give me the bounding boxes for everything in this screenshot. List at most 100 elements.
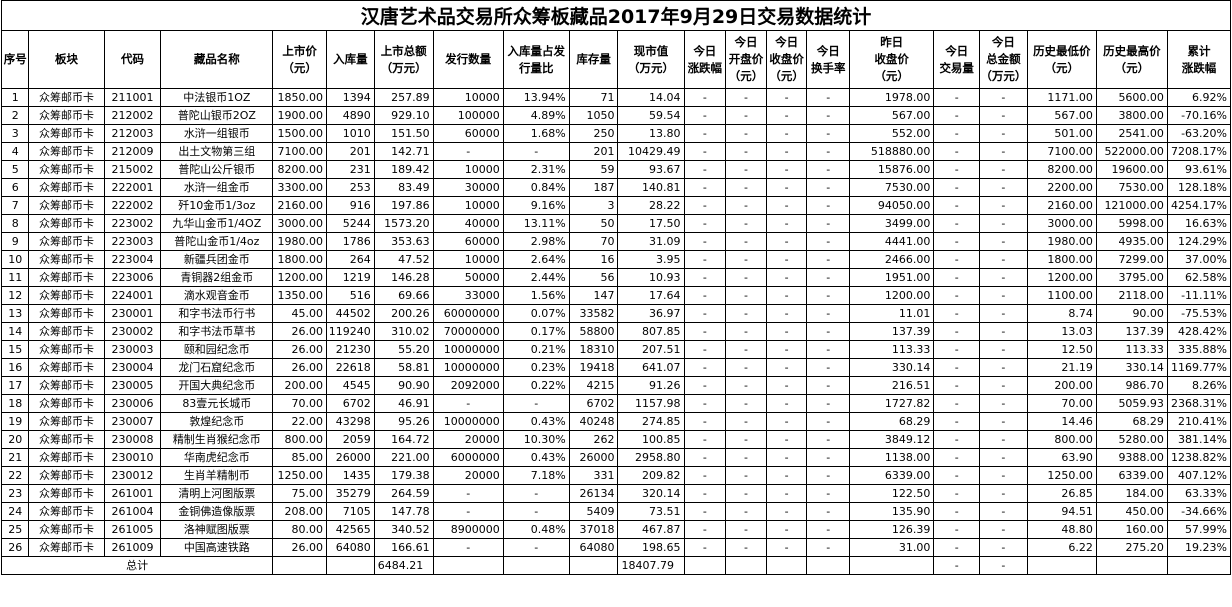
col-index-cell: 11 — [0, 268, 30, 287]
col-hist-high-cell: 3795.00 — [1095, 268, 1168, 287]
col-sector-header: 板块 — [28, 30, 105, 89]
col-amount-today-cell: - — [979, 448, 1028, 467]
col-list-total-cell: 164.72 — [373, 430, 434, 449]
col-sector-cell: 众筹邮币卡 — [28, 322, 105, 341]
col-close-yesterday-cell: 1200.00 — [849, 286, 935, 305]
col-list-price-cell: 1900.00 — [272, 106, 327, 125]
col-market-value-cell: 93.67 — [617, 160, 685, 179]
col-close-today-cell: - — [765, 124, 808, 143]
col-stock-ratio-cell: 13.94% — [502, 88, 570, 107]
col-code-cell: 230003 — [103, 340, 162, 359]
col-turnover-today-cell: - — [806, 520, 851, 539]
col-code-cell: 230010 — [103, 448, 162, 467]
col-amount-today-cell: - — [979, 376, 1028, 395]
col-close-today-cell: - — [765, 142, 808, 161]
col-amount-today-cell: - — [979, 178, 1028, 197]
col-list-price-cell: 1250.00 — [272, 466, 327, 485]
col-open-today-cell: - — [725, 412, 767, 431]
col-open-today-cell: - — [725, 322, 767, 341]
col-inventory-cell: 331 — [568, 466, 619, 485]
col-hist-low-cell: 94.51 — [1026, 502, 1097, 521]
col-index-cell: 26 — [0, 538, 30, 557]
table-row: 15 众筹邮币卡 230003 颐和园纪念币 26.00 21230 55.20 100000… — [0, 340, 1232, 359]
total-market-value: 18407.79 — [617, 556, 685, 575]
col-index-cell: 23 — [0, 484, 30, 503]
col-sector-cell: 众筹邮币卡 — [28, 286, 105, 305]
col-hist-high-cell: 9388.00 — [1095, 448, 1168, 467]
col-inventory-header: 库存量 — [568, 30, 619, 89]
col-open-today-cell: - — [725, 160, 767, 179]
col-close-yesterday-cell: 330.14 — [849, 358, 935, 377]
col-list-price-cell: 8200.00 — [272, 160, 327, 179]
col-inventory-cell: 56 — [568, 268, 619, 287]
col-open-today-cell: - — [725, 520, 767, 539]
col-issue-qty-cell: 8900000 — [432, 520, 504, 539]
col-turnover-today-cell: - — [806, 106, 851, 125]
col-code-cell: 230005 — [103, 376, 162, 395]
col-inventory-cell: 33582 — [568, 304, 619, 323]
col-list-total-cell: 142.71 — [373, 142, 434, 161]
col-index-cell: 19 — [0, 412, 30, 431]
col-list-price-cell: 26.00 — [272, 538, 327, 557]
col-list-total-cell: 58.81 — [373, 358, 434, 377]
col-name-cell: 出土文物第三组 — [160, 142, 274, 161]
col-index-cell: 13 — [0, 304, 30, 323]
col-hist-low-cell: 1980.00 — [1026, 232, 1097, 251]
col-code-cell: 261001 — [103, 484, 162, 503]
col-issue-qty-cell: 60000000 — [432, 304, 504, 323]
col-open-today-cell: - — [725, 106, 767, 125]
col-stock-ratio-cell: - — [502, 538, 570, 557]
col-amount-today-cell: - — [979, 322, 1028, 341]
col-hist-low-cell: 2200.00 — [1026, 178, 1097, 197]
col-open-today-cell: - — [725, 142, 767, 161]
col-turnover-today-cell: - — [806, 214, 851, 233]
col-close-yesterday-cell: 552.00 — [849, 124, 935, 143]
col-list-total-cell: 151.50 — [373, 124, 434, 143]
col-list-total-cell: 197.86 — [373, 196, 434, 215]
col-close-today-cell: - — [765, 106, 808, 125]
table-row: 26 众筹邮币卡 261009 中国高速铁路 26.00 64080 166.61- -640… — [0, 538, 1232, 557]
col-change-today-cell: - — [683, 340, 727, 359]
col-stock-ratio-cell: 0.21% — [502, 340, 570, 359]
col-hist-low-cell: 1200.00 — [1026, 268, 1097, 287]
col-code-cell: 212009 — [103, 142, 162, 161]
col-amount-today-cell: - — [979, 394, 1028, 413]
col-change-today-cell: - — [683, 232, 727, 251]
col-sector-cell: 众筹邮币卡 — [28, 358, 105, 377]
col-list-price-cell: 3000.00 — [272, 214, 327, 233]
col-list-price-cell: 2160.00 — [272, 196, 327, 215]
col-stock-ratio-cell: - — [502, 142, 570, 161]
col-open-today-cell: - — [725, 196, 767, 215]
col-amount-today-cell: - — [979, 232, 1028, 251]
col-list-price-cell: 26.00 — [272, 322, 327, 341]
col-code-cell: 261005 — [103, 520, 162, 539]
col-issue-qty-cell: 40000 — [432, 214, 504, 233]
col-amount-today-cell: - — [979, 502, 1028, 521]
col-close-yesterday-cell: 518880.00 — [849, 142, 935, 161]
col-sector-cell: 众筹邮币卡 — [28, 466, 105, 485]
col-list-price-cell: 208.00 — [272, 502, 327, 521]
col-market-value-cell: 73.51 — [617, 502, 685, 521]
col-stock-in-cell: 42565 — [326, 520, 375, 539]
col-hist-high-cell: 330.14 — [1095, 358, 1168, 377]
col-market-value-cell: 2958.80 — [617, 448, 685, 467]
table-row: 6 众筹邮币卡 222001 水浒一组金币 3300.00 253 83.49 30000 0.… — [0, 178, 1232, 197]
col-inventory-cell: 50 — [568, 214, 619, 233]
col-hist-low-cell: 21.19 — [1026, 358, 1097, 377]
col-market-value-cell: 59.54 — [617, 106, 685, 125]
col-issue-qty-cell: 60000 — [432, 124, 504, 143]
col-name-header: 藏品名称 — [160, 30, 274, 89]
col-issue-qty-cell: - — [432, 394, 504, 413]
col-volume-today-cell: - — [933, 106, 981, 125]
col-open-today-cell: - — [725, 232, 767, 251]
col-open-today-cell: - — [725, 268, 767, 287]
col-cum-change-cell: 7208.17% — [1166, 142, 1232, 161]
col-list-price-cell: 1350.00 — [272, 286, 327, 305]
col-amount-today-cell: - — [979, 106, 1028, 125]
col-market-value-cell: 467.87 — [617, 520, 685, 539]
col-list-price-cell: 26.00 — [272, 340, 327, 359]
table-row: 23 众筹邮币卡 261001 清明上河图版票 75.00 35279 264.59- -26… — [0, 484, 1232, 503]
col-close-today-cell: - — [765, 250, 808, 269]
col-close-today-cell: - — [765, 268, 808, 287]
